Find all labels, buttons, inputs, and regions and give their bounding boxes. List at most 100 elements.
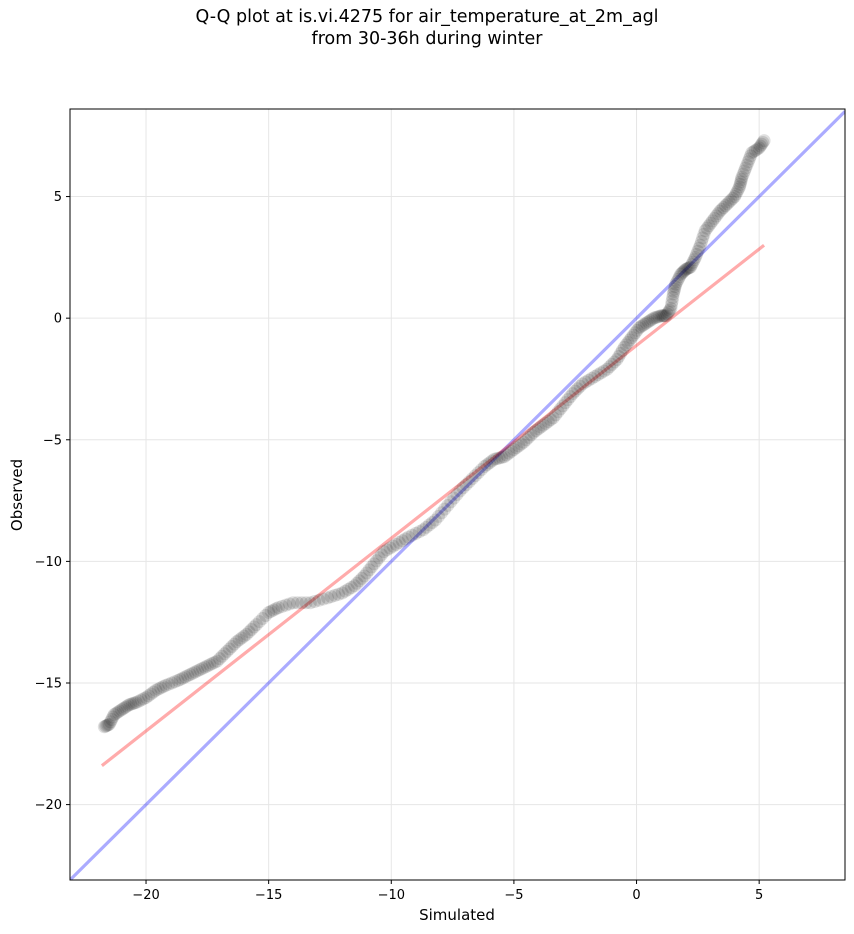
quantile-point — [685, 258, 699, 272]
quantile-point — [744, 149, 758, 163]
quantile-point — [757, 134, 771, 148]
quantile-point — [597, 364, 611, 378]
quantile-point — [561, 393, 575, 407]
quantile-point — [571, 382, 585, 396]
quantile-point — [237, 629, 251, 643]
quantile-point — [215, 649, 229, 663]
quantile-point — [517, 435, 531, 449]
quantile-point — [579, 375, 593, 389]
quantile-point — [290, 596, 304, 610]
quantile-point — [603, 360, 617, 374]
quantile-point — [171, 674, 185, 688]
quantile-point — [717, 201, 731, 215]
quantile-point — [688, 250, 702, 264]
quantile-point — [186, 666, 200, 680]
quantile-point — [341, 582, 355, 596]
quantile-point — [605, 357, 619, 371]
quantile-point — [247, 620, 261, 634]
quantile-point — [658, 309, 672, 323]
quantile-point — [665, 294, 679, 308]
y-tick-label: −10 — [35, 555, 62, 570]
quantile-point — [188, 665, 202, 679]
quantile-point — [115, 703, 129, 717]
quantile-point — [240, 627, 254, 641]
quantile-point — [747, 145, 761, 159]
quantile-point — [120, 699, 134, 713]
quantile-point — [441, 498, 455, 512]
quantile-point — [660, 307, 674, 321]
quantile-point — [365, 560, 379, 574]
y-tick-label: −5 — [43, 433, 62, 448]
quantile-point — [156, 680, 170, 694]
quantile-point — [539, 416, 553, 430]
y-tick-label: −20 — [35, 798, 62, 813]
quantile-point — [344, 581, 358, 595]
quantile-point — [566, 387, 580, 401]
quantile-point — [706, 214, 720, 228]
quantile-point — [529, 424, 543, 438]
quantile-point — [232, 633, 246, 647]
quantile-point — [692, 241, 706, 255]
quantile-point — [380, 543, 394, 557]
quantile-point — [544, 413, 558, 427]
quantile-point — [722, 195, 736, 209]
quantile-point — [495, 450, 509, 464]
quantile-point — [536, 418, 550, 432]
quantile-point — [474, 463, 488, 477]
quantile-point — [682, 261, 696, 275]
quantile-point — [573, 379, 587, 393]
quantile-point — [711, 207, 725, 221]
x-axis-label: Simulated — [419, 906, 495, 924]
quantile-point — [683, 260, 697, 274]
quantile-point — [487, 452, 501, 466]
quantile-point — [645, 312, 659, 326]
quantile-point — [623, 333, 637, 347]
quantile-point — [328, 588, 342, 602]
quantile-point — [669, 277, 683, 291]
quantile-point — [137, 692, 151, 706]
quantile-point — [507, 443, 521, 457]
quantile-point — [193, 663, 207, 677]
quantile-point — [244, 622, 258, 636]
quantile-point — [444, 495, 458, 509]
quantile-point — [638, 317, 652, 331]
quantile-point — [338, 584, 352, 598]
identity-line — [70, 110, 845, 880]
quantile-point — [514, 437, 528, 451]
series-layer — [70, 110, 845, 880]
quantile-point — [617, 340, 631, 354]
quantile-point — [610, 353, 624, 367]
quantile-point — [267, 603, 281, 617]
quantile-point — [102, 717, 116, 731]
quantile-point — [303, 596, 317, 610]
x-tick-label: 5 — [755, 888, 763, 903]
quantile-point — [619, 338, 633, 352]
quantile-point — [672, 270, 686, 284]
quantile-point — [647, 311, 661, 325]
quantile-point — [106, 710, 120, 724]
quantile-point — [195, 661, 209, 675]
quantile-point — [134, 693, 148, 707]
quantile-point — [661, 305, 675, 319]
quantile-point — [154, 681, 168, 695]
quantile-point — [151, 682, 165, 696]
quantile-point — [737, 164, 751, 178]
quantile-point — [621, 335, 635, 349]
quantile-point — [715, 202, 729, 216]
quantile-point — [168, 675, 182, 689]
quantile-point — [100, 719, 114, 733]
quantile-point — [558, 396, 572, 410]
quantile-point — [259, 609, 273, 623]
quantile-point — [352, 574, 366, 588]
quantile-point — [748, 143, 762, 157]
quantile-point — [519, 433, 533, 447]
quantile-point — [103, 715, 117, 729]
quantile-point — [208, 655, 222, 669]
quantile-point — [312, 593, 326, 607]
quantile-point — [107, 708, 121, 722]
quantile-point — [630, 323, 644, 337]
quantile-point — [657, 309, 671, 323]
quantile-point — [412, 525, 426, 539]
